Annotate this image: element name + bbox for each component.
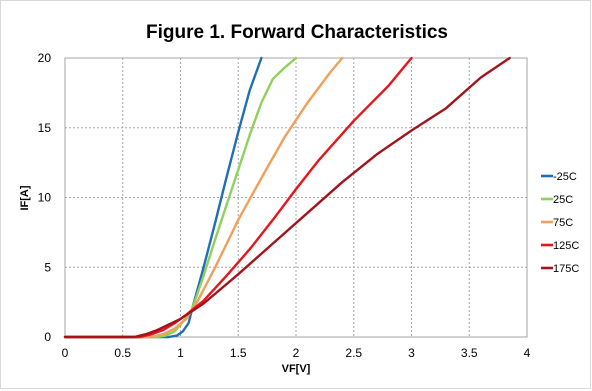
series-line-3 [63, 56, 413, 339]
series-line-0 [63, 56, 263, 339]
x-tick-label: 3.5 [461, 346, 478, 360]
legend-label: 25C [553, 194, 573, 206]
x-tick-label: 2 [293, 346, 300, 360]
y-tick-label: 5 [44, 260, 51, 274]
y-axis-title: IF[A] [19, 185, 31, 210]
x-tick-label: 3 [408, 346, 415, 360]
y-tick-label: 0 [44, 330, 51, 344]
y-tick-label: 10 [38, 191, 52, 205]
x-tick-label: 0 [62, 346, 69, 360]
chart-title: Figure 1. Forward Characteristics [146, 22, 448, 43]
x-tick-label: 1.5 [230, 346, 247, 360]
series-line-2 [63, 56, 344, 339]
y-tick-label: 15 [38, 121, 52, 135]
legend-label: 125C [553, 240, 579, 252]
x-tick-label: 0.5 [114, 346, 131, 360]
legend: -25C 25C 75C 125C 175C [541, 171, 579, 275]
series-line-1 [63, 56, 298, 339]
series-line-4 [63, 56, 511, 339]
x-tick-label: 2.5 [345, 346, 362, 360]
y-tick-label: 20 [38, 51, 52, 65]
legend-label: 75C [553, 217, 573, 229]
x-tick-label: 4 [524, 346, 531, 360]
x-tick-label: 1 [177, 346, 184, 360]
legend-label: 175C [553, 263, 579, 275]
legend-label: -25C [553, 171, 577, 183]
gridlines [64, 57, 528, 338]
series-lines [63, 56, 511, 339]
x-axis-title: VF[V] [282, 363, 311, 375]
